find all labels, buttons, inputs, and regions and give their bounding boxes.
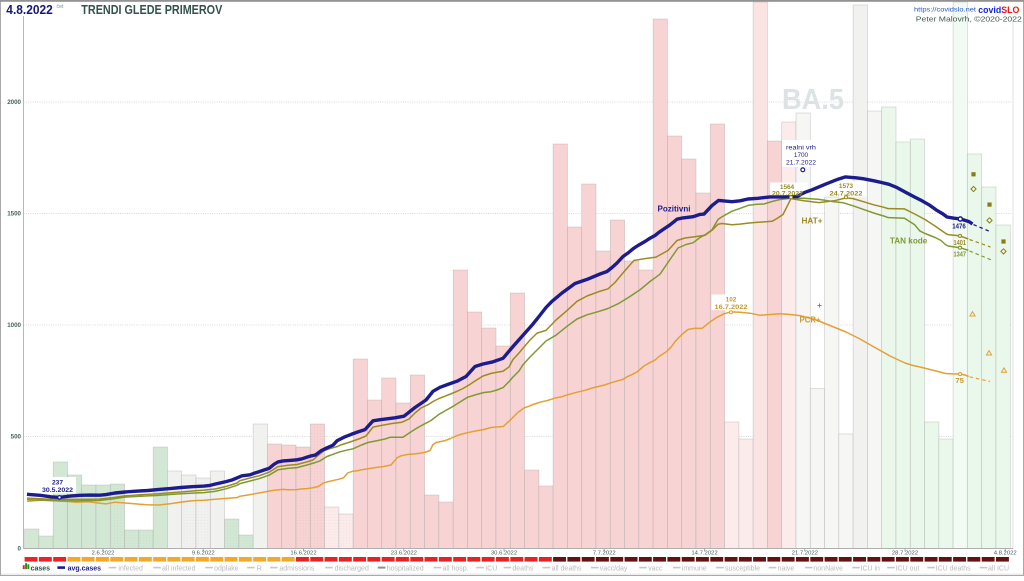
svg-text:R: R bbox=[257, 565, 262, 572]
svg-text:1573: 1573 bbox=[839, 183, 854, 190]
svg-text:deaths: deaths bbox=[512, 565, 534, 572]
svg-text:7.7.2022: 7.7.2022 bbox=[593, 551, 616, 557]
svg-text:14.7.2022: 14.7.2022 bbox=[691, 551, 717, 557]
svg-text:PCR+: PCR+ bbox=[800, 316, 821, 325]
svg-text:immune: immune bbox=[682, 565, 707, 572]
svg-text:nonNaive: nonNaive bbox=[813, 565, 843, 572]
svg-text:all ICU: all ICU bbox=[988, 565, 1009, 572]
svg-text:1564: 1564 bbox=[780, 184, 795, 191]
svg-text:1500: 1500 bbox=[7, 211, 21, 218]
svg-text:odplake: odplake bbox=[214, 565, 239, 572]
svg-text:realni vrh: realni vrh bbox=[786, 145, 816, 152]
svg-text:75: 75 bbox=[955, 376, 964, 385]
svg-text:1347: 1347 bbox=[954, 252, 967, 259]
svg-text:1476: 1476 bbox=[952, 222, 966, 231]
svg-text:admissions: admissions bbox=[279, 565, 315, 572]
svg-text:4.8.2022: 4.8.2022 bbox=[6, 2, 53, 17]
svg-text:2.6.2022: 2.6.2022 bbox=[92, 551, 115, 557]
svg-text:1000: 1000 bbox=[7, 322, 21, 329]
svg-text:ICU deaths: ICU deaths bbox=[936, 565, 972, 572]
svg-text:Peter Malovrh, ©2020-2022: Peter Malovrh, ©2020-2022 bbox=[916, 15, 1022, 24]
svg-text:1700: 1700 bbox=[794, 152, 809, 159]
svg-text:30.5.2022: 30.5.2022 bbox=[42, 487, 73, 494]
svg-text:cases: cases bbox=[31, 565, 51, 572]
svg-text:21.7.2022: 21.7.2022 bbox=[786, 160, 816, 167]
svg-text:covidSLO: covidSLO bbox=[978, 5, 1019, 16]
svg-text:susceptible: susceptible bbox=[725, 565, 760, 572]
svg-text:all deaths: all deaths bbox=[552, 565, 582, 572]
svg-text:discharged: discharged bbox=[335, 565, 369, 572]
svg-text:https://covidslo.net: https://covidslo.net bbox=[914, 6, 976, 13]
svg-text:ICU in: ICU in bbox=[861, 565, 881, 572]
svg-text:500: 500 bbox=[11, 434, 22, 441]
svg-text:Pozitivni: Pozitivni bbox=[658, 204, 691, 214]
svg-text:TRENDI GLEDE PRIMEROV: TRENDI GLEDE PRIMEROV bbox=[81, 2, 222, 17]
svg-text:ICU: ICU bbox=[485, 565, 497, 572]
svg-text:ICU out: ICU out bbox=[896, 565, 920, 572]
svg-text:30.6.2022: 30.6.2022 bbox=[491, 551, 517, 557]
svg-text:16.7.2022: 16.7.2022 bbox=[715, 304, 749, 311]
svg-text:vacc/day: vacc/day bbox=[600, 565, 628, 572]
svg-text:20.7.2022: 20.7.2022 bbox=[772, 191, 803, 198]
svg-text:infected: infected bbox=[118, 565, 143, 572]
svg-text:naive: naive bbox=[778, 565, 795, 572]
svg-text:vacc: vacc bbox=[648, 565, 663, 572]
svg-text:23.6.2022: 23.6.2022 bbox=[391, 551, 417, 557]
svg-text:1401: 1401 bbox=[954, 240, 967, 247]
svg-text:4.8.2022: 4.8.2022 bbox=[994, 551, 1017, 557]
svg-text:16.6.2022: 16.6.2022 bbox=[290, 551, 316, 557]
svg-text:21.7.2022: 21.7.2022 bbox=[792, 551, 818, 557]
svg-text:hospitalized: hospitalized bbox=[387, 565, 424, 572]
svg-text:BA.5: BA.5 bbox=[782, 84, 844, 116]
svg-text:9.6.2022: 9.6.2022 bbox=[192, 551, 215, 557]
svg-text:102: 102 bbox=[726, 297, 737, 304]
svg-text:28.7.2022: 28.7.2022 bbox=[892, 551, 918, 557]
svg-text:237: 237 bbox=[52, 480, 63, 487]
svg-text:all hosp.: all hosp. bbox=[443, 565, 469, 572]
svg-text:all infected: all infected bbox=[162, 565, 196, 572]
svg-text:avg.cases: avg.cases bbox=[68, 565, 102, 572]
svg-text:HAT+: HAT+ bbox=[802, 217, 823, 226]
svg-text:0: 0 bbox=[18, 546, 22, 553]
svg-text:24.7.2022: 24.7.2022 bbox=[830, 191, 864, 198]
svg-text:TAN kode: TAN kode bbox=[890, 236, 928, 245]
svg-text:2000: 2000 bbox=[7, 99, 21, 106]
svg-text:čet: čet bbox=[57, 4, 64, 10]
